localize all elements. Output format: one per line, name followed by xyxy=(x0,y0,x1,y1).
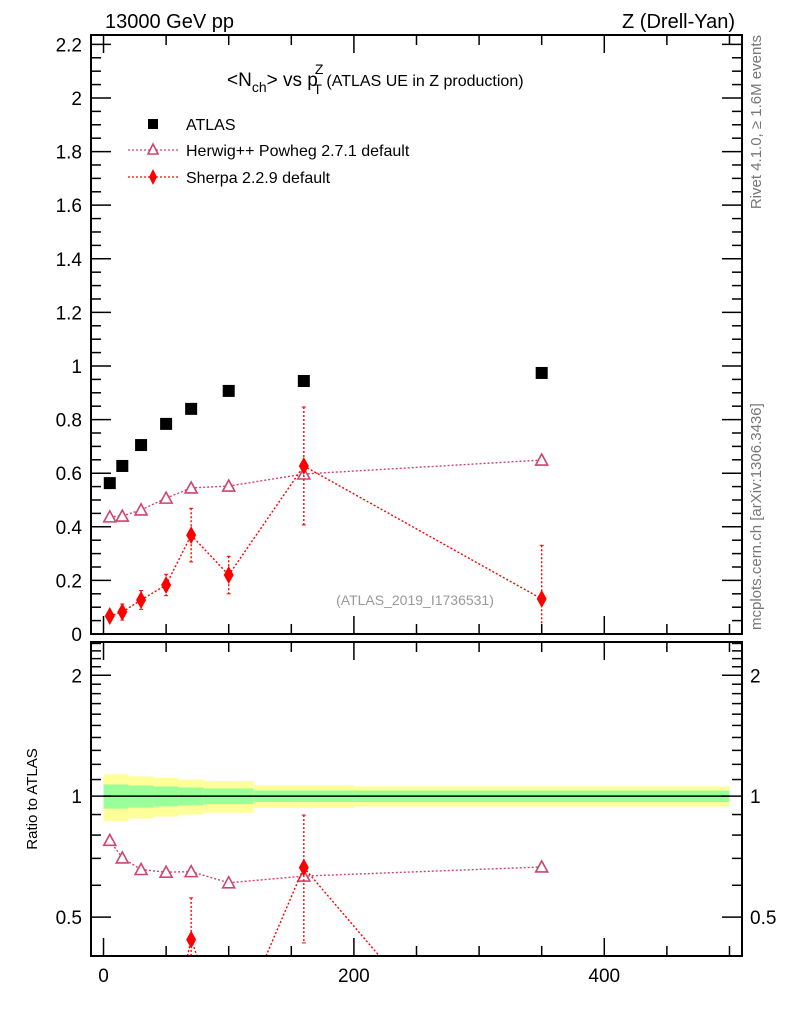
sherpa-point xyxy=(536,589,547,608)
legend-label-sherpa: Sherpa 2.2.9 default xyxy=(186,170,331,187)
herwig-line xyxy=(165,487,192,499)
y-tick-label: 1.2 xyxy=(56,303,82,324)
herwig-ratio-point xyxy=(534,859,550,873)
mcplots-label: mcplots.cern.ch [arXiv:1306.3436] xyxy=(748,403,765,630)
header-right: Z (Drell-Yan) xyxy=(622,11,735,33)
main-plot-marks xyxy=(102,366,550,634)
sherpa-point xyxy=(298,456,309,475)
y-tick-label: 1.6 xyxy=(56,196,82,217)
atlas-point xyxy=(160,417,173,430)
herwig-line xyxy=(191,485,229,489)
herwig-line xyxy=(228,473,304,487)
legend-marker-sherpa xyxy=(149,169,157,185)
x-tick-label: 200 xyxy=(338,966,370,987)
atlas-point xyxy=(116,459,129,472)
herwig-ratio-line xyxy=(190,870,229,884)
ratio-y-tick-label-left: 0.5 xyxy=(56,908,82,929)
sherpa-point xyxy=(136,590,147,609)
herwig-ratio-point xyxy=(114,850,130,864)
herwig-ratio-point xyxy=(158,864,174,879)
herwig-line xyxy=(140,497,167,511)
herwig-point xyxy=(183,480,199,494)
atlas-point xyxy=(103,477,116,490)
herwig-line xyxy=(303,459,542,475)
y-tick-label: 0 xyxy=(71,625,82,646)
herwig-point xyxy=(158,490,174,504)
sherpa-ratio-line xyxy=(190,939,198,956)
title-part: > vs p xyxy=(267,70,318,91)
atlas-point xyxy=(135,439,148,452)
ratio-plot-marks xyxy=(102,814,550,956)
title-subscript: T xyxy=(313,81,322,97)
y-tick-label: 1.8 xyxy=(56,143,82,164)
analysis-watermark: (ATLAS_2019_I1736531) xyxy=(336,592,494,608)
sherpa-point xyxy=(223,566,234,585)
herwig-ratio-point xyxy=(221,875,237,889)
atlas-point xyxy=(297,374,310,387)
sherpa-ratio-point xyxy=(186,930,197,949)
herwig-point xyxy=(114,508,130,522)
atlas-point xyxy=(185,402,198,415)
atlas-point xyxy=(222,384,235,397)
x-tick-label: 0 xyxy=(98,966,109,987)
legend: ATLAS Herwig++ Powheg 2.7.1 default Sher… xyxy=(128,117,410,187)
herwig-ratio-line xyxy=(303,866,542,877)
legend-label-atlas: ATLAS xyxy=(186,117,236,134)
y-tick-label: 0.8 xyxy=(56,411,82,432)
rivet-label: Rivet 4.1.0, ≥ 1.6M events xyxy=(748,35,765,209)
y-tick-label: 2 xyxy=(71,89,82,110)
y-tick-label: 1 xyxy=(71,357,82,378)
herwig-point xyxy=(133,502,149,516)
legend-label-herwig: Herwig++ Powheg 2.7.1 default xyxy=(186,143,410,160)
sherpa-ratio-point xyxy=(298,858,309,877)
ratio-uncertainty-bands xyxy=(103,774,730,822)
sherpa-line xyxy=(140,584,167,601)
x-tick-label: 400 xyxy=(588,966,620,987)
y-tick-label: 0.2 xyxy=(56,571,82,592)
ratio-y-tick-label-right: 0.5 xyxy=(750,908,776,929)
ratio-y-tick-label-left: 1 xyxy=(71,787,82,808)
sherpa-line xyxy=(190,534,230,576)
legend-marker-herwig xyxy=(146,142,160,155)
ratio-y-tick-label-right: 1 xyxy=(750,787,761,808)
herwig-ratio-point xyxy=(183,863,199,878)
y-tick-label: 1.4 xyxy=(56,250,83,271)
y-tick-label: 0.4 xyxy=(56,518,83,539)
sherpa-line xyxy=(165,534,192,586)
sherpa-point xyxy=(104,607,115,626)
ratio-y-tick-label-left: 2 xyxy=(71,666,82,687)
herwig-point xyxy=(102,509,118,523)
atlas-point xyxy=(535,366,548,379)
title-part: <N xyxy=(227,70,252,91)
legend-marker-atlas xyxy=(148,119,158,129)
herwig-point xyxy=(534,452,550,466)
title-part: (ATLAS UE in Z production) xyxy=(322,73,524,90)
title-superscript: Z xyxy=(315,61,324,77)
sherpa-point xyxy=(117,603,128,622)
herwig-ratio-point xyxy=(102,832,118,847)
herwig-ratio-point xyxy=(133,861,149,876)
ratio-ylabel: Ratio to ATLAS xyxy=(24,748,41,849)
sherpa-ratio-line xyxy=(303,867,380,956)
title-subscript: ch xyxy=(252,79,267,95)
sherpa-line xyxy=(303,465,543,600)
herwig-point xyxy=(221,478,237,492)
sherpa-point xyxy=(161,575,172,594)
y-tick-label: 2.2 xyxy=(56,35,82,56)
sherpa-point xyxy=(186,526,197,545)
header-left: 13000 GeV pp xyxy=(105,11,234,33)
ratio-y-tick-label-right: 2 xyxy=(750,666,761,687)
y-tick-label: 0.6 xyxy=(56,464,82,485)
sherpa-line xyxy=(228,465,305,576)
chart-title: <Nch> vs pZ T (ATLAS UE in Z production) xyxy=(227,61,524,97)
herwig-ratio-line xyxy=(228,875,304,884)
axes xyxy=(90,34,743,957)
tick-labels: 0 0.2 0.4 0.6 0.8 1 1.2 1.4 1.6 1.8 2 2.2 0 200 400 0.5… xyxy=(56,35,777,987)
sherpa-ratio-line xyxy=(265,867,305,956)
